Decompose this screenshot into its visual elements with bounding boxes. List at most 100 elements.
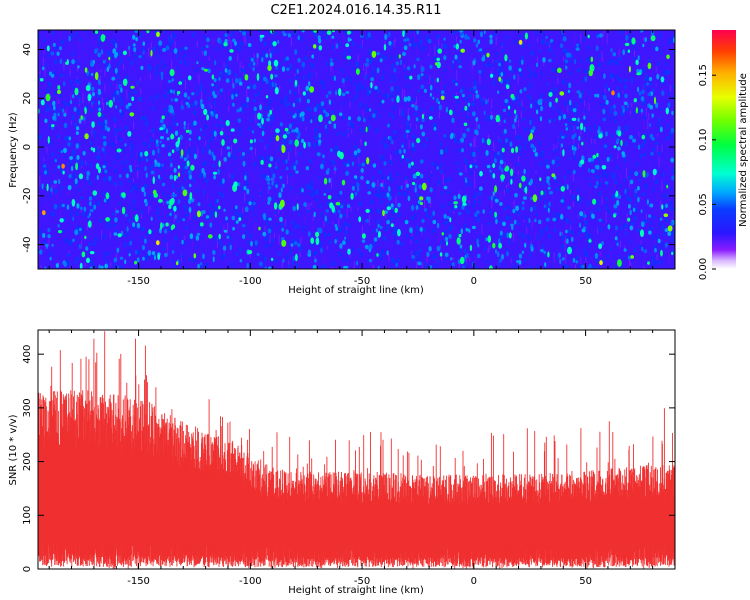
heatmap-speckle <box>209 222 213 228</box>
heatmap-speckle <box>443 84 446 89</box>
heatmap-streak <box>630 188 632 199</box>
heatmap-speckle <box>182 218 186 222</box>
heatmap-streak <box>277 152 279 159</box>
heatmap-streak <box>273 176 275 183</box>
heatmap-speckle <box>397 191 402 196</box>
heatmap-streak <box>499 251 501 258</box>
heatmap-speckle <box>571 117 577 121</box>
heatmap-speckle <box>624 188 627 195</box>
heatmap-speckle <box>530 103 533 109</box>
heatmap-streak <box>182 60 183 69</box>
heatmap-streak <box>256 56 258 67</box>
heatmap-speckle <box>560 199 564 203</box>
heatmap-speckle <box>345 129 350 134</box>
heatmap-speckle <box>188 206 192 213</box>
heatmap-speckle <box>640 143 645 148</box>
heatmap-speckle <box>335 146 339 151</box>
heatmap-streak <box>658 156 660 168</box>
heatmap-speckle <box>328 99 332 105</box>
heatmap-speckle <box>175 141 180 148</box>
heatmap-speckle <box>302 225 306 229</box>
heatmap-streak <box>246 88 248 99</box>
heatmap-streak <box>66 191 68 196</box>
heatmap-streak <box>593 70 595 79</box>
heatmap-x-tick-label: -150 <box>127 276 150 287</box>
heatmap-speckle <box>305 85 310 92</box>
heatmap-streak <box>197 147 199 158</box>
heatmap-speckle <box>192 103 195 108</box>
heatmap-streak <box>661 237 663 246</box>
heatmap-speckle <box>274 82 278 88</box>
heatmap-streak <box>423 111 425 117</box>
heatmap-speckle <box>53 90 57 96</box>
heatmap-speckle <box>605 172 609 179</box>
heatmap-speckle <box>248 233 252 239</box>
heatmap-speckle <box>38 230 41 235</box>
heatmap-speckle <box>140 65 144 70</box>
heatmap-x-label: Height of straight line (km) <box>288 285 424 296</box>
heatmap-speckle <box>521 206 525 211</box>
heatmap-speckle <box>219 242 223 247</box>
heatmap-streak <box>529 190 531 198</box>
heatmap-speckle <box>465 252 469 258</box>
heatmap-speckle <box>292 114 296 119</box>
heatmap-streak <box>208 56 210 61</box>
heatmap-speckle <box>499 234 503 241</box>
heatmap-speckle <box>650 81 652 87</box>
heatmap-speckle <box>353 145 357 149</box>
heatmap-speckle <box>264 266 267 269</box>
heatmap-speckle <box>59 46 62 51</box>
heatmap-streak <box>101 97 103 105</box>
heatmap-speckle <box>381 99 385 104</box>
heatmap-speckle <box>656 121 659 128</box>
heatmap-speckle <box>595 265 599 269</box>
heatmap-speckle <box>250 57 254 62</box>
heatmap-speckle <box>339 190 343 195</box>
heatmap-speckle <box>569 105 574 112</box>
heatmap-speckle <box>446 228 450 234</box>
heatmap-speckle <box>667 102 671 108</box>
heatmap-streak <box>221 30 223 35</box>
heatmap-speckle <box>411 142 415 148</box>
heatmap-speckle <box>151 106 155 111</box>
heatmap-streak <box>531 158 533 169</box>
heatmap-speckle <box>56 134 60 139</box>
heatmap-speckle <box>472 60 476 66</box>
heatmap-speckle <box>71 51 75 57</box>
heatmap-streak <box>630 110 631 115</box>
heatmap-speckle <box>641 134 646 140</box>
heatmap-speckle <box>252 99 256 103</box>
heatmap-streak <box>80 219 82 230</box>
heatmap-speckle <box>181 78 185 83</box>
heatmap-speckle <box>90 60 94 66</box>
heatmap-speckle <box>469 87 474 92</box>
heatmap-speckle <box>522 108 525 112</box>
heatmap-speckle <box>270 49 275 55</box>
heatmap-speckle <box>401 154 404 159</box>
heatmap-speckle <box>207 103 210 110</box>
heatmap-speckle <box>638 108 641 115</box>
heatmap-speckle <box>319 247 323 254</box>
heatmap-streak <box>537 65 539 77</box>
heatmap-speckle <box>638 144 641 150</box>
heatmap-speckle <box>426 251 430 257</box>
heatmap-speckle <box>565 82 568 86</box>
heatmap-speckle <box>476 238 479 245</box>
heatmap-streak <box>254 222 256 227</box>
heatmap-speckle <box>346 204 351 209</box>
heatmap-speckle <box>173 264 177 269</box>
heatmap-speckle <box>454 205 458 209</box>
heatmap-speckle <box>554 87 558 91</box>
heatmap-speckle <box>177 165 180 169</box>
heatmap-speckle <box>203 174 206 179</box>
heatmap-speckle <box>390 73 394 79</box>
heatmap-speckle <box>460 89 463 94</box>
heatmap-streak <box>170 254 172 265</box>
heatmap-speckle <box>360 114 363 119</box>
heatmap-speckle <box>643 249 648 254</box>
heatmap-speckle <box>555 156 560 160</box>
heatmap-speckle <box>54 168 57 172</box>
heatmap-speckle <box>107 225 110 229</box>
heatmap-speckle <box>620 139 623 147</box>
heatmap-speckle <box>666 184 669 189</box>
